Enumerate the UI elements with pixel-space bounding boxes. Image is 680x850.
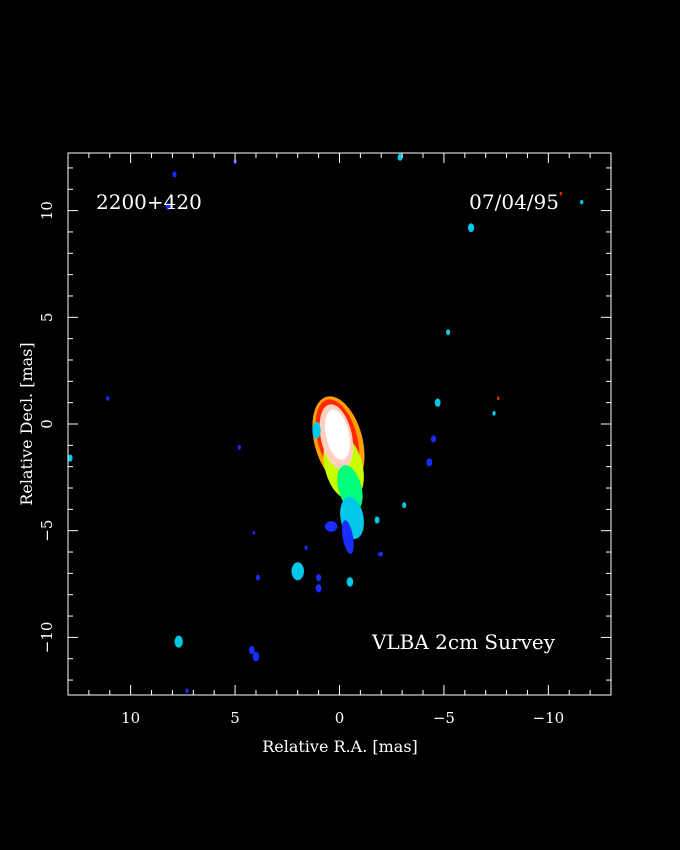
x-tick-label: −5 (433, 709, 455, 727)
noise-spot (304, 545, 308, 551)
noise-spot (237, 445, 241, 450)
tick-labels: 10 5 0 −5 −10 10 5 0 −5 −10 (38, 201, 564, 727)
noise-spot (430, 435, 436, 443)
y-tick-label: 10 (38, 201, 56, 220)
survey-label: VLBA 2cm Survey (371, 630, 556, 654)
source-name: 2200+420 (96, 190, 202, 214)
noise-spot (174, 635, 183, 648)
noise-spot (185, 688, 189, 694)
noise-spot (248, 646, 255, 655)
noise-spot (106, 396, 110, 401)
noise-spot (377, 552, 381, 556)
noise-spot (291, 562, 304, 581)
noise-spot (446, 329, 451, 336)
noise-spot (496, 396, 500, 401)
noise-spot (434, 398, 441, 407)
x-tick-label: 5 (230, 709, 240, 727)
noise-spot (165, 202, 171, 210)
noise-spot (374, 516, 380, 524)
axis-ticks (67, 153, 612, 695)
x-axis-label: Relative R.A. [mas] (262, 737, 418, 756)
noise-spot (67, 454, 73, 462)
noise-spot (467, 223, 475, 233)
epoch-label: 07/04/95 (469, 190, 559, 214)
noise-spot (172, 171, 177, 178)
emission-blob (341, 520, 354, 554)
noise-spot (397, 153, 403, 161)
noise-spot (252, 651, 260, 662)
x-tick-label: 0 (335, 709, 345, 727)
y-tick-label: 0 (38, 419, 56, 429)
emission-blob (312, 421, 321, 439)
noise-spot (402, 502, 407, 509)
noise-spot (316, 574, 322, 582)
noise-spot (379, 551, 383, 557)
radio-image (67, 153, 584, 694)
noise-spot (426, 458, 433, 467)
y-axis-label: Relative Decl. [mas] (17, 342, 36, 505)
noise-spot (255, 574, 261, 581)
noise-spot (315, 584, 322, 593)
noise-spot (580, 199, 584, 205)
y-tick-label: −5 (38, 520, 56, 542)
y-tick-label: 5 (38, 313, 56, 323)
noise-spot (492, 410, 496, 416)
x-tick-label: −10 (533, 709, 565, 727)
emission-blob (337, 465, 363, 511)
emission-blob (324, 409, 350, 460)
x-tick-label: 10 (121, 709, 140, 727)
emission-blob (324, 521, 338, 532)
noise-spot (346, 577, 354, 587)
noise-spot (252, 531, 256, 535)
y-tick-label: −10 (38, 622, 56, 654)
noise-spot (559, 191, 563, 196)
